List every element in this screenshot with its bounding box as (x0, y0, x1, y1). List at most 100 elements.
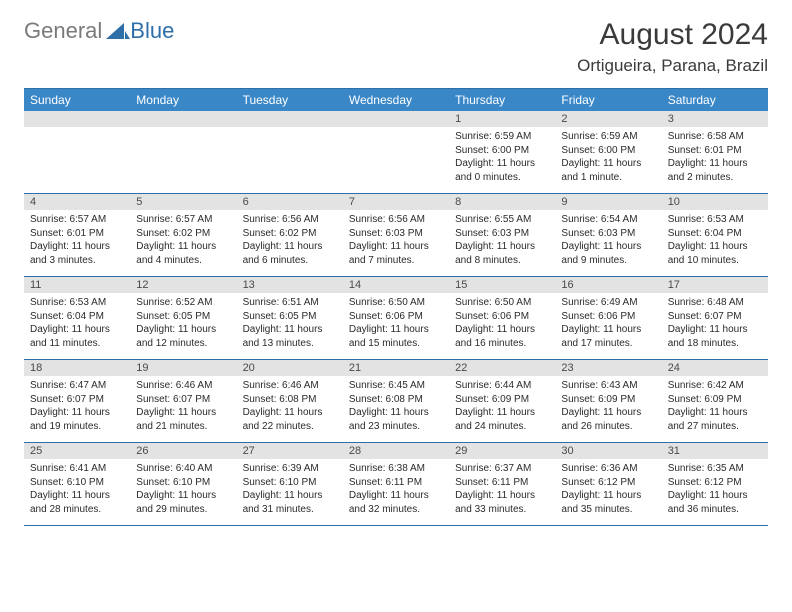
day-cell: 18Sunrise: 6:47 AMSunset: 6:07 PMDayligh… (24, 360, 130, 442)
day-cell: 29Sunrise: 6:37 AMSunset: 6:11 PMDayligh… (449, 443, 555, 525)
day-number: 23 (555, 360, 661, 376)
sunset-line: Sunset: 6:08 PM (349, 393, 443, 407)
daylight-line: Daylight: 11 hours and 32 minutes. (349, 489, 443, 516)
daylight-line: Daylight: 11 hours and 17 minutes. (561, 323, 655, 350)
calendar-grid: SundayMondayTuesdayWednesdayThursdayFrid… (24, 88, 768, 526)
day-cell: 25Sunrise: 6:41 AMSunset: 6:10 PMDayligh… (24, 443, 130, 525)
sunset-line: Sunset: 6:09 PM (561, 393, 655, 407)
daylight-line: Daylight: 11 hours and 8 minutes. (455, 240, 549, 267)
logo-text-blue: Blue (130, 18, 174, 44)
day-content: Sunrise: 6:51 AMSunset: 6:05 PMDaylight:… (237, 293, 343, 354)
sunrise-line: Sunrise: 6:58 AM (668, 130, 762, 144)
sunrise-line: Sunrise: 6:50 AM (349, 296, 443, 310)
day-content: Sunrise: 6:37 AMSunset: 6:11 PMDaylight:… (449, 459, 555, 520)
day-cell: 8Sunrise: 6:55 AMSunset: 6:03 PMDaylight… (449, 194, 555, 276)
daylight-line: Daylight: 11 hours and 35 minutes. (561, 489, 655, 516)
day-number: 18 (24, 360, 130, 376)
day-cell: 6Sunrise: 6:56 AMSunset: 6:02 PMDaylight… (237, 194, 343, 276)
sunset-line: Sunset: 6:06 PM (349, 310, 443, 324)
sunset-line: Sunset: 6:12 PM (561, 476, 655, 490)
day-number: 10 (662, 194, 768, 210)
day-header: Thursday (449, 89, 555, 111)
day-number: 6 (237, 194, 343, 210)
day-cell: 27Sunrise: 6:39 AMSunset: 6:10 PMDayligh… (237, 443, 343, 525)
sunset-line: Sunset: 6:01 PM (668, 144, 762, 158)
day-number: 29 (449, 443, 555, 459)
day-cell: 2Sunrise: 6:59 AMSunset: 6:00 PMDaylight… (555, 111, 661, 193)
day-number: 11 (24, 277, 130, 293)
sunrise-line: Sunrise: 6:35 AM (668, 462, 762, 476)
daylight-line: Daylight: 11 hours and 18 minutes. (668, 323, 762, 350)
day-header: Wednesday (343, 89, 449, 111)
sunrise-line: Sunrise: 6:48 AM (668, 296, 762, 310)
day-content: Sunrise: 6:52 AMSunset: 6:05 PMDaylight:… (130, 293, 236, 354)
month-title: August 2024 (577, 18, 768, 52)
daylight-line: Daylight: 11 hours and 36 minutes. (668, 489, 762, 516)
sunset-line: Sunset: 6:10 PM (136, 476, 230, 490)
day-cell: 22Sunrise: 6:44 AMSunset: 6:09 PMDayligh… (449, 360, 555, 442)
daylight-line: Daylight: 11 hours and 12 minutes. (136, 323, 230, 350)
day-cell: 11Sunrise: 6:53 AMSunset: 6:04 PMDayligh… (24, 277, 130, 359)
day-cell: 30Sunrise: 6:36 AMSunset: 6:12 PMDayligh… (555, 443, 661, 525)
day-cell (237, 111, 343, 193)
day-cell: 13Sunrise: 6:51 AMSunset: 6:05 PMDayligh… (237, 277, 343, 359)
day-cell: 12Sunrise: 6:52 AMSunset: 6:05 PMDayligh… (130, 277, 236, 359)
day-cell: 1Sunrise: 6:59 AMSunset: 6:00 PMDaylight… (449, 111, 555, 193)
sunrise-line: Sunrise: 6:49 AM (561, 296, 655, 310)
day-number: 7 (343, 194, 449, 210)
sunset-line: Sunset: 6:07 PM (30, 393, 124, 407)
sunrise-line: Sunrise: 6:52 AM (136, 296, 230, 310)
week-row: 25 Sunrise: 6:41 AM Sunset: 6:10 PM Dayligh… (24, 443, 768, 526)
day-cell: 10Sunrise: 6:53 AMSunset: 6:04 PMDayligh… (662, 194, 768, 276)
daylight-line: Daylight: 11 hours and 27 minutes. (668, 406, 762, 433)
daylight-line: Daylight: 11 hours and 2 minutes. (668, 157, 762, 184)
day-content: Sunrise: 6:50 AMSunset: 6:06 PMDaylight:… (449, 293, 555, 354)
day-header: Friday (555, 89, 661, 111)
day-content: Sunrise: 6:45 AMSunset: 6:08 PMDaylight:… (343, 376, 449, 437)
day-number: 26 (130, 443, 236, 459)
daylight-line: Daylight: 11 hours and 9 minutes. (561, 240, 655, 267)
sunset-line: Sunset: 6:04 PM (668, 227, 762, 241)
sunset-line: Sunset: 6:03 PM (561, 227, 655, 241)
day-number: 31 (662, 443, 768, 459)
sunrise-line: Sunrise: 6:41 AM (30, 462, 124, 476)
day-cell: 20Sunrise: 6:46 AMSunset: 6:08 PMDayligh… (237, 360, 343, 442)
sunrise-line: Sunrise: 6:50 AM (455, 296, 549, 310)
sunset-line: Sunset: 6:07 PM (136, 393, 230, 407)
day-content: Sunrise: 6:59 AMSunset: 6:00 PMDaylight:… (449, 127, 555, 188)
day-content: Sunrise: 6:53 AMSunset: 6:04 PMDaylight:… (24, 293, 130, 354)
sunset-line: Sunset: 6:00 PM (455, 144, 549, 158)
day-cell: 14Sunrise: 6:50 AMSunset: 6:06 PMDayligh… (343, 277, 449, 359)
week-row: 18Sunrise: 6:47 AMSunset: 6:07 PMDayligh… (24, 360, 768, 443)
daylight-line: Daylight: 11 hours and 1 minute. (561, 157, 655, 184)
daylight-line: Daylight: 11 hours and 11 minutes. (30, 323, 124, 350)
sunrise-line: Sunrise: 6:40 AM (136, 462, 230, 476)
day-number (130, 111, 236, 127)
sunrise-line: Sunrise: 6:37 AM (455, 462, 549, 476)
sunrise-line: Sunrise: 6:46 AM (136, 379, 230, 393)
day-content: Sunrise: 6:57 AMSunset: 6:02 PMDaylight:… (130, 210, 236, 271)
day-number: 25 (24, 443, 130, 459)
day-cell: 7Sunrise: 6:56 AMSunset: 6:03 PMDaylight… (343, 194, 449, 276)
title-block: August 2024 Ortigueira, Parana, Brazil (577, 18, 768, 76)
sunrise-line: Sunrise: 6:56 AM (349, 213, 443, 227)
day-content: Sunrise: 6:48 AMSunset: 6:07 PMDaylight:… (662, 293, 768, 354)
day-content: Sunrise: 6:56 AMSunset: 6:02 PMDaylight:… (237, 210, 343, 271)
day-cell: 28Sunrise: 6:38 AMSunset: 6:11 PMDayligh… (343, 443, 449, 525)
sunrise-line: Sunrise: 6:51 AM (243, 296, 337, 310)
day-cell: 9Sunrise: 6:54 AMSunset: 6:03 PMDaylight… (555, 194, 661, 276)
day-cell: 21Sunrise: 6:45 AMSunset: 6:08 PMDayligh… (343, 360, 449, 442)
day-number: 1 (449, 111, 555, 127)
daylight-line: Daylight: 11 hours and 7 minutes. (349, 240, 443, 267)
logo: General Blue (24, 18, 174, 44)
day-content: Sunrise: 6:54 AMSunset: 6:03 PMDaylight:… (555, 210, 661, 271)
week-row: 1Sunrise: 6:59 AMSunset: 6:00 PMDaylight… (24, 111, 768, 194)
sunrise-line: Sunrise: 6:45 AM (349, 379, 443, 393)
day-content: Sunrise: 6:42 AMSunset: 6:09 PMDaylight:… (662, 376, 768, 437)
sunset-line: Sunset: 6:12 PM (668, 476, 762, 490)
day-cell: 17Sunrise: 6:48 AMSunset: 6:07 PMDayligh… (662, 277, 768, 359)
sunset-line: Sunset: 6:05 PM (243, 310, 337, 324)
sunrise-line: Sunrise: 6:57 AM (30, 213, 124, 227)
daylight-line: Daylight: 11 hours and 23 minutes. (349, 406, 443, 433)
day-content: Sunrise: 6:40 AMSunset: 6:10 PMDaylight:… (130, 459, 236, 520)
